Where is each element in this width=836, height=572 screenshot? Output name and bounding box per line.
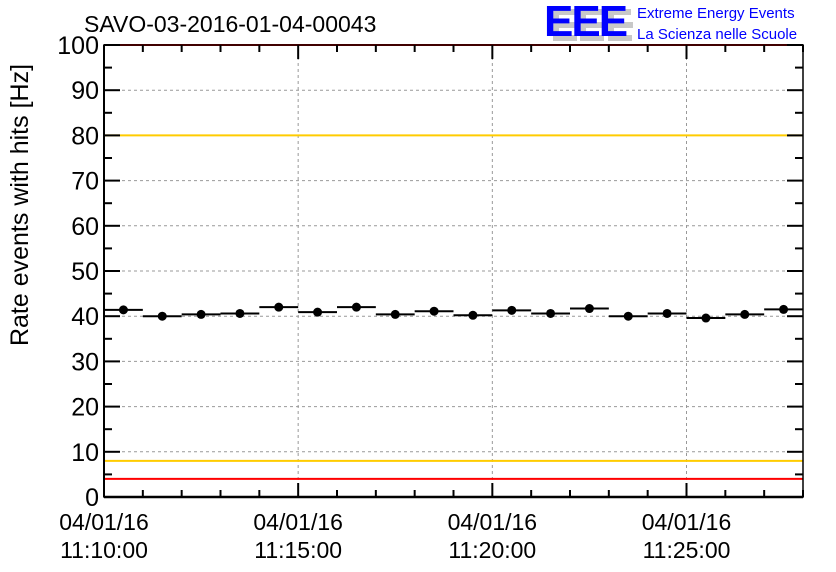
- x-tick-label-date: 04/01/16: [253, 509, 343, 535]
- data-point: [390, 309, 400, 319]
- x-tick-label-date: 04/01/16: [448, 509, 538, 535]
- data-point: [118, 305, 128, 315]
- x-tick-label-time: 11:25:00: [643, 537, 731, 563]
- data-point: [701, 313, 711, 323]
- x-tick-label-time: 11:15:00: [254, 537, 342, 563]
- logo-shadow: [553, 9, 633, 41]
- y-tick-label: 60: [71, 213, 99, 241]
- data-point: [779, 304, 789, 314]
- x-tick-label-date: 04/01/16: [59, 509, 149, 535]
- y-tick-label: 50: [71, 258, 99, 286]
- axes: [103, 44, 804, 499]
- y-tick-label: 40: [71, 303, 99, 331]
- x-tick-label-date: 04/01/16: [642, 509, 732, 535]
- data-point: [429, 306, 439, 316]
- y-tick-label: 90: [71, 77, 99, 105]
- logo-shadow-letter: [553, 9, 578, 41]
- data-point: [351, 302, 361, 312]
- data-point: [196, 309, 206, 319]
- y-tick-labels: 0 10 20 30 40 50 60 70 80 90 100: [57, 32, 99, 512]
- y-axis-label: Rate events with hits [Hz]: [6, 64, 34, 346]
- data-point: [468, 310, 478, 320]
- y-tick-label: 100: [57, 32, 99, 60]
- x-tick-labels: 04/01/1611:10:0004/01/1611:15:0004/01/16…: [59, 509, 731, 563]
- data-point: [623, 311, 633, 321]
- y-tick-label: 80: [71, 122, 99, 150]
- y-tick-label: 0: [85, 484, 99, 512]
- data-point: [740, 309, 750, 319]
- y-tick-label: 20: [71, 394, 99, 422]
- chart-title: SAVO-03-2016-01-04-00043: [84, 11, 376, 37]
- logo-line1: Extreme Energy Events: [637, 5, 795, 22]
- logo-shadow-letter: [608, 9, 633, 41]
- logo-shadow-letter: [580, 9, 605, 41]
- data-point: [584, 304, 594, 314]
- y-tick-label: 70: [71, 168, 99, 196]
- logo-letters: EEE: [544, 0, 627, 46]
- data-point: [274, 302, 284, 312]
- logo-line2: La Scienza nelle Scuole: [637, 26, 797, 43]
- y-tick-label: 10: [71, 439, 99, 467]
- data-point: [235, 308, 245, 318]
- eee-logo: EEE Extreme Energy Events La Scienza nel…: [544, 0, 797, 46]
- data-point: [662, 308, 672, 318]
- x-tick-label-time: 11:10:00: [60, 537, 148, 563]
- data-points: [104, 302, 803, 323]
- x-tick-label-time: 11:20:00: [448, 537, 536, 563]
- y-tick-label: 30: [71, 348, 99, 376]
- grid: [104, 45, 803, 497]
- reference-lines: [104, 44, 803, 480]
- data-point: [313, 307, 323, 317]
- data-point: [507, 305, 517, 315]
- data-point: [546, 308, 556, 318]
- data-point: [157, 311, 167, 321]
